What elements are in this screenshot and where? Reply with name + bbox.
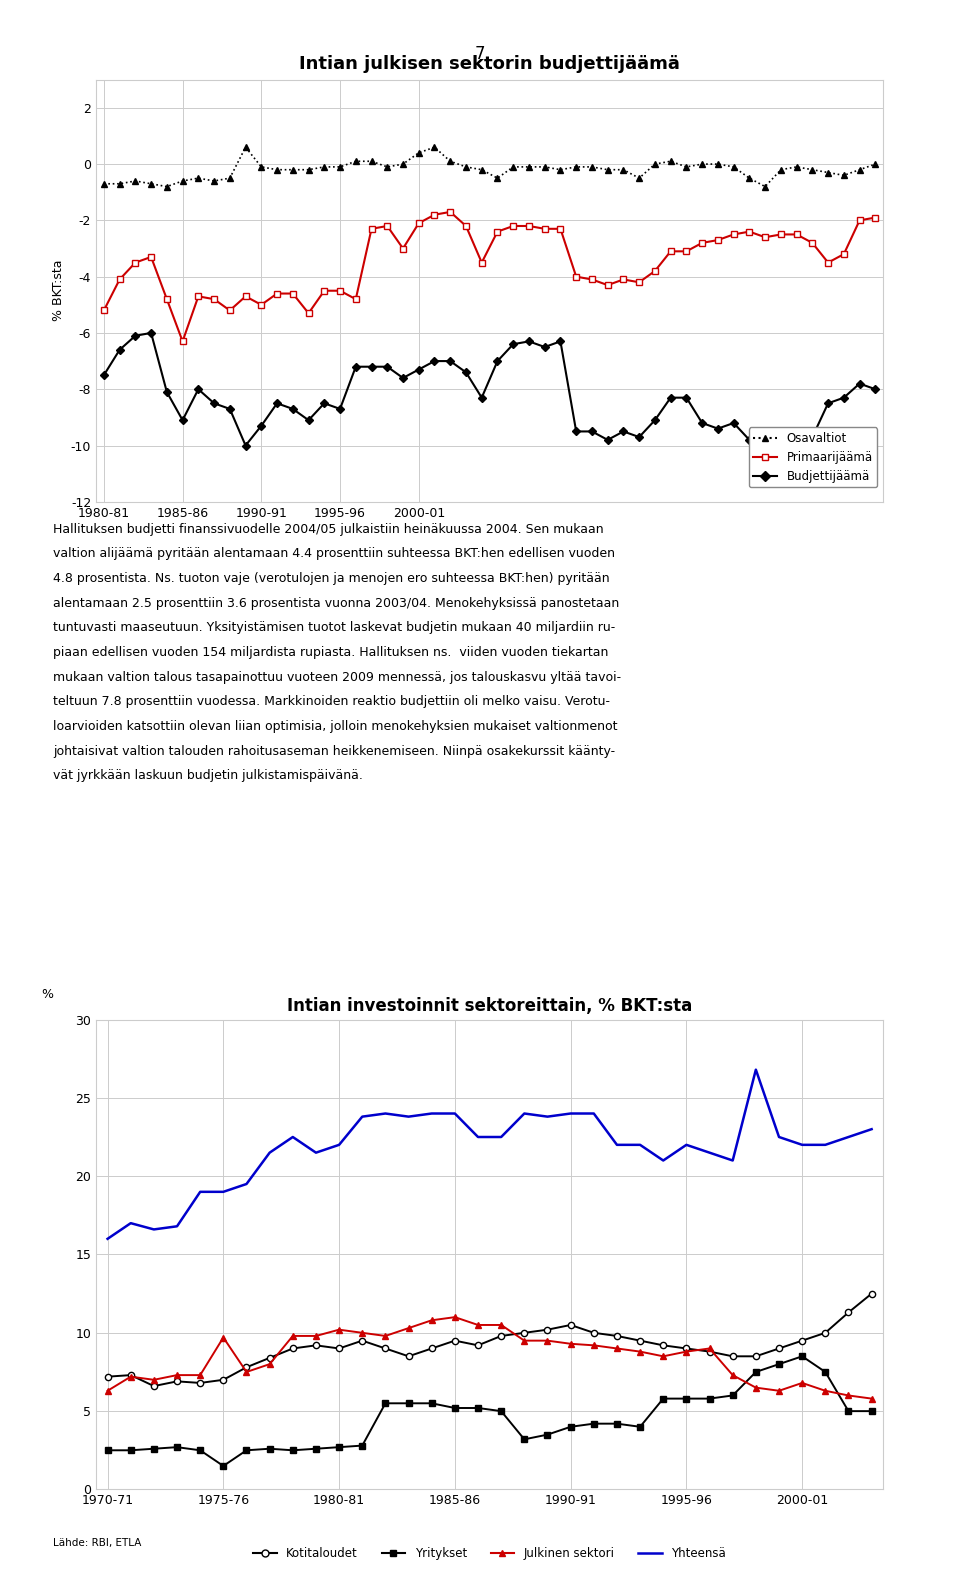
Text: alentamaan 2.5 prosenttiin 3.6 prosentista vuonna 2003/04. Menokehyksissä panost: alentamaan 2.5 prosenttiin 3.6 prosentis… xyxy=(53,596,619,610)
Text: 7: 7 xyxy=(475,45,485,62)
Text: 4.8 prosentista. Ns. tuoton vaje (verotulojen ja menojen ero suhteessa BKT:hen) : 4.8 prosentista. Ns. tuoton vaje (verotu… xyxy=(53,572,610,585)
Legend: Osavaltiot, Primaarijäämä, Budjettijäämä: Osavaltiot, Primaarijäämä, Budjettijäämä xyxy=(749,427,877,487)
Legend: Kotitaloudet, Yritykset, Julkinen sektori, Yhteensä: Kotitaloudet, Yritykset, Julkinen sektor… xyxy=(249,1542,731,1564)
Text: valtion alijäämä pyritään alentamaan 4.4 prosenttiin suhteessa BKT:hen edellisen: valtion alijäämä pyritään alentamaan 4.4… xyxy=(53,546,614,561)
Text: johtaisivat valtion talouden rahoitusaseman heikkenemiseen. Niinpä osakekurssit : johtaisivat valtion talouden rahoitusase… xyxy=(53,746,615,758)
Title: Intian julkisen sektorin budjettijäämä: Intian julkisen sektorin budjettijäämä xyxy=(300,54,680,73)
Y-axis label: % BKT:sta: % BKT:sta xyxy=(52,260,65,322)
Title: Intian investoinnit sektoreittain, % BKT:sta: Intian investoinnit sektoreittain, % BKT… xyxy=(287,997,692,1015)
Text: mukaan valtion talous tasapainottuu vuoteen 2009 mennessä, jos talouskasvu yltää: mukaan valtion talous tasapainottuu vuot… xyxy=(53,671,621,683)
Text: %: % xyxy=(41,988,53,1000)
Text: Hallituksen budjetti finanssivuodelle 2004/05 julkaistiin heinäkuussa 2004. Sen : Hallituksen budjetti finanssivuodelle 20… xyxy=(53,523,604,535)
Text: loarvioiden katsottiin olevan liian optimisia, jolloin menokehyksien mukaiset va: loarvioiden katsottiin olevan liian opti… xyxy=(53,720,617,733)
Text: tuntuvasti maaseutuun. Yksityistämisen tuotot laskevat budjetin mukaan 40 miljar: tuntuvasti maaseutuun. Yksityistämisen t… xyxy=(53,621,615,634)
Text: Lähde: RBI, ETLA: Lähde: RBI, ETLA xyxy=(53,1539,141,1548)
Text: vät jyrkkään laskuun budjetin julkistamispäivänä.: vät jyrkkään laskuun budjetin julkistami… xyxy=(53,769,363,782)
Text: teltuun 7.8 prosenttiin vuodessa. Markkinoiden reaktio budjettiin oli melko vais: teltuun 7.8 prosenttiin vuodessa. Markki… xyxy=(53,695,610,709)
Text: piaan edellisen vuoden 154 miljardista rupiasta. Hallituksen ns.  viiden vuoden : piaan edellisen vuoden 154 miljardista r… xyxy=(53,647,609,660)
